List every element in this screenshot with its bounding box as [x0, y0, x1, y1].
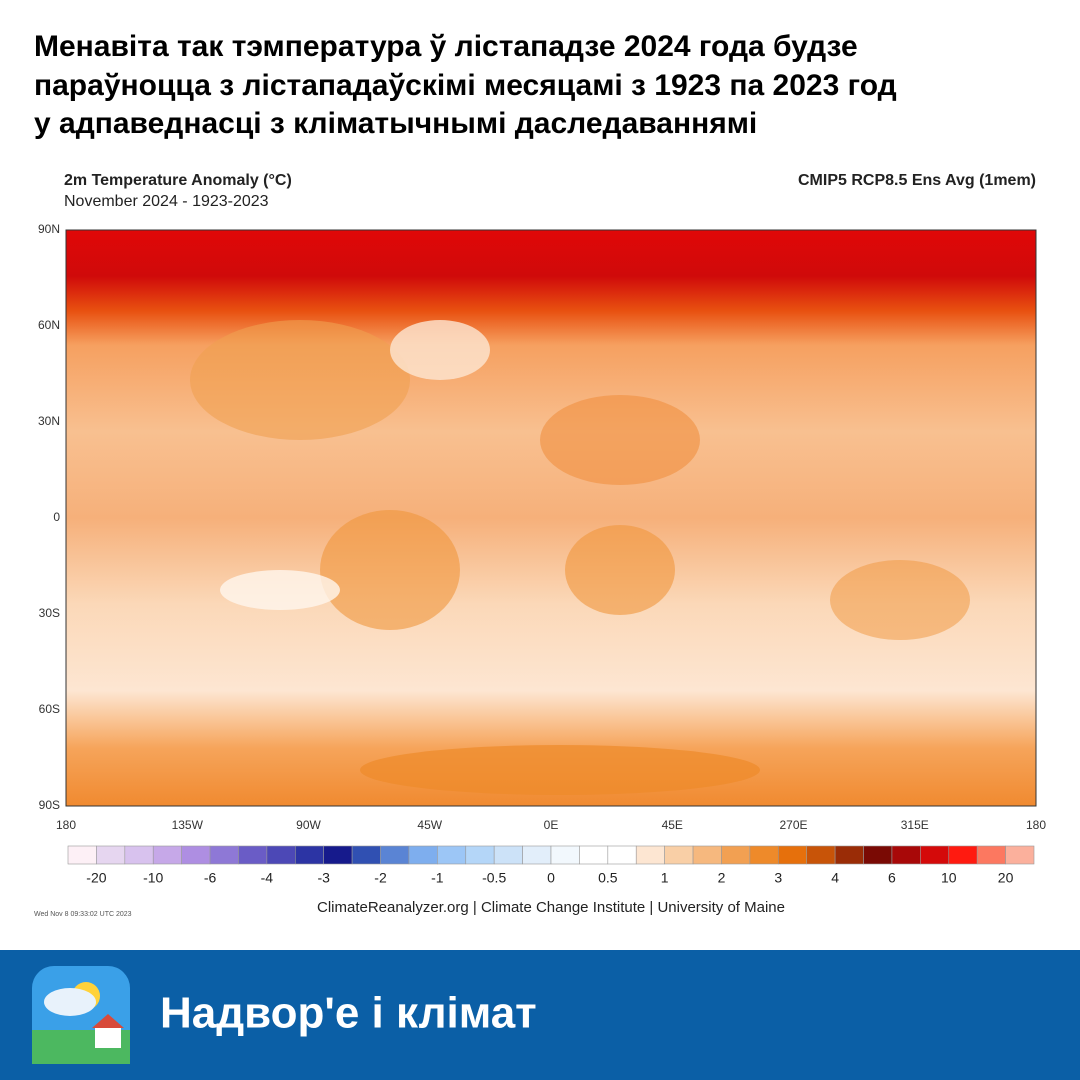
colorbar-label: 20	[998, 870, 1014, 886]
lon-label: 315E	[901, 818, 929, 832]
colorbar-swatch	[863, 845, 893, 865]
colorbar-swatch	[749, 845, 779, 865]
timestamp: Wed Nov 8 09:33:02 UTC 2023	[34, 911, 132, 918]
colorbar-label: -2	[374, 870, 387, 886]
colorbar-swatch	[607, 845, 637, 865]
colorbar-swatch	[152, 845, 182, 865]
colorbar-label: 2	[718, 870, 726, 886]
lon-label: 180	[56, 818, 76, 832]
colorbar-swatch	[550, 845, 580, 865]
colorbar-swatch	[408, 845, 438, 865]
title-line: Менавіта так тэмпература ў лістападзе 20…	[34, 30, 858, 63]
lat-label: 30N	[38, 414, 60, 428]
colorbar-label: 0	[547, 870, 555, 886]
colorbar-swatch	[976, 845, 1006, 865]
colorbar-swatch	[834, 845, 864, 865]
colorbar-label: -10	[143, 870, 163, 886]
colorbar-swatch	[1005, 845, 1035, 865]
colorbar-swatch	[437, 845, 467, 865]
lat-label: 60N	[38, 318, 60, 332]
lon-label: 45W	[417, 818, 442, 832]
map-subtitle: November 2024 - 1923-2023	[64, 193, 269, 210]
colorbar-swatch	[493, 845, 523, 865]
colorbar-label: 6	[888, 870, 896, 886]
title-line: параўноцца з лістападаўскімі месяцамі з …	[34, 69, 897, 102]
colorbar-swatch	[692, 845, 722, 865]
colorbar-label: 1	[661, 870, 669, 886]
colorbar-swatch	[465, 845, 495, 865]
model-label: CMIP5 RCP8.5 Ens Avg (1mem)	[798, 172, 1036, 189]
lon-label: 90W	[296, 818, 321, 832]
lon-label: 135W	[172, 818, 204, 832]
colorbar-label: -1	[431, 870, 444, 886]
colorbar-swatch	[294, 845, 325, 865]
colorbar-label: 10	[941, 870, 957, 886]
colorbar-swatch	[96, 845, 126, 865]
colorbar-swatch	[266, 845, 296, 865]
colorbar-swatch	[351, 845, 381, 865]
colorbar-label: -20	[86, 870, 106, 886]
colorbar-swatch	[522, 845, 552, 865]
colorbar-label: 0.5	[598, 870, 618, 886]
colorbar-swatch	[67, 845, 97, 865]
credit: ClimateReanalyzer.org | Climate Change I…	[317, 899, 785, 916]
colorbar-label: -6	[204, 870, 217, 886]
colorbar-swatch	[323, 845, 353, 865]
colorbar-swatch	[181, 845, 211, 865]
lon-label: 45E	[662, 818, 683, 832]
colorbar-swatch	[721, 845, 751, 865]
colorbar-swatch	[664, 845, 694, 865]
colorbar-label: 3	[774, 870, 782, 886]
colorbar-swatch	[635, 845, 665, 865]
map-title: 2m Temperature Anomaly (°C)	[64, 172, 292, 189]
colorbar-label: -0.5	[482, 870, 506, 886]
lat-label: 90N	[38, 222, 60, 236]
colorbar-swatch	[579, 845, 609, 865]
lon-label: 180	[1026, 818, 1046, 832]
lat-label: 90S	[39, 798, 60, 812]
app-icon	[32, 966, 130, 1064]
colorbar-swatch	[891, 845, 921, 865]
colorbar-label: 4	[831, 870, 839, 886]
colorbar-swatch	[124, 845, 154, 865]
colorbar-swatch	[806, 845, 836, 865]
colorbar-swatch	[209, 845, 239, 865]
banner-text: Надвор'е і клімат	[160, 989, 537, 1038]
colorbar-swatch	[777, 845, 808, 865]
colorbar-swatch	[920, 845, 950, 865]
lon-label: 0E	[544, 818, 559, 832]
colorbar-label: -3	[317, 870, 330, 886]
lon-label: 270E	[779, 818, 807, 832]
colorbar-swatch	[380, 845, 410, 865]
banner	[0, 950, 1080, 1080]
colorbar-swatch	[238, 845, 268, 865]
colorbar-label: -4	[261, 870, 274, 886]
lat-label: 60S	[39, 702, 60, 716]
lat-label: 0	[53, 510, 60, 524]
map	[65, 229, 1037, 807]
lat-label: 30S	[39, 606, 60, 620]
colorbar-swatch	[948, 845, 978, 865]
title-line: у адпаведнасці з кліматычнымі даследаван…	[34, 107, 757, 140]
